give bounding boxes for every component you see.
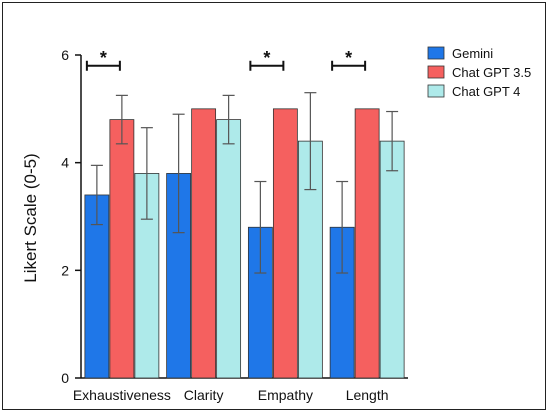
significance-markers: * * *	[85, 48, 367, 71]
bars	[84, 108, 405, 379]
legend-swatch	[427, 46, 445, 60]
legend-label: Gemini	[452, 46, 493, 61]
y-tick-label: 4	[61, 155, 69, 171]
x-tick-label: Length	[346, 387, 389, 403]
bar	[354, 108, 380, 379]
bar	[84, 194, 110, 379]
bar	[216, 119, 242, 379]
significance-star: *	[263, 48, 270, 68]
error-bars	[90, 92, 399, 274]
chart-frame: 0 2 4 6 Exhaustiveness Clarity Empathy Length *…	[2, 2, 546, 410]
bar	[191, 108, 217, 379]
legend-swatch	[427, 65, 445, 79]
y-tick-label: 6	[61, 47, 69, 63]
y-tick-label: 2	[61, 262, 69, 278]
significance-star: *	[100, 48, 107, 68]
legend-label: Chat GPT 3.5	[452, 65, 531, 80]
legend: Gemini Chat GPT 3.5 Chat GPT 4	[427, 46, 531, 99]
axes: 0 2 4 6 Exhaustiveness Clarity Empathy Length	[61, 47, 408, 403]
y-tick-label: 0	[61, 370, 69, 386]
bar	[379, 140, 405, 379]
bar	[272, 108, 298, 379]
x-tick-label: Exhaustiveness	[73, 387, 171, 403]
x-tick-label: Clarity	[184, 387, 224, 403]
x-tick-label: Empathy	[258, 387, 313, 403]
bar	[109, 119, 135, 379]
y-axis-label: Likert Scale (0-5)	[21, 153, 40, 282]
legend-label: Chat GPT 4	[452, 84, 520, 99]
bar-chart: 0 2 4 6 Exhaustiveness Clarity Empathy Length *…	[21, 46, 531, 403]
significance-star: *	[345, 48, 352, 68]
legend-swatch	[427, 84, 445, 98]
